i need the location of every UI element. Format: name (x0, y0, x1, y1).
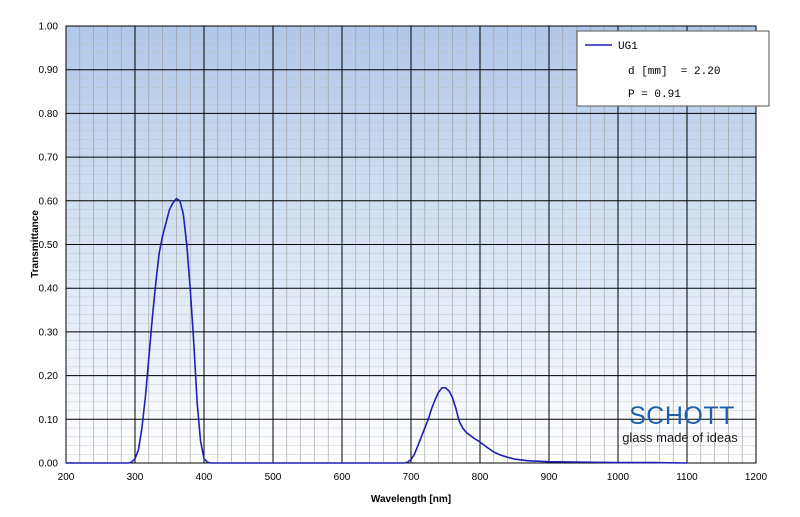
y-tick-label: 0.30 (39, 327, 59, 338)
logo-wordmark: SCHOTT (629, 402, 735, 430)
legend-thickness: d [mm] = 2.20 (628, 66, 720, 78)
y-tick-label: 0.50 (39, 240, 59, 251)
series-line-ug1 (66, 197, 688, 464)
x-tick-label: 700 (403, 472, 420, 483)
legend-series-name: UG1 (618, 41, 638, 53)
y-tick-label: 0.40 (39, 284, 59, 295)
x-tick-label: 900 (541, 472, 558, 483)
y-axis-ticks: 0.00 0.10 0.20 0.30 0.40 0.50 0.60 0.70 0.80 0.90… (39, 22, 59, 470)
y-tick-label: 0.10 (39, 415, 59, 426)
x-tick-label: 200 (58, 472, 75, 483)
y-tick-label: 0.80 (39, 109, 59, 120)
y-tick-label: 0.00 (39, 459, 59, 470)
x-tick-label: 600 (334, 472, 351, 483)
y-tick-label: 0.20 (39, 371, 59, 382)
x-tick-label: 500 (265, 472, 282, 483)
y-tick-label: 1.00 (39, 22, 59, 33)
x-tick-label: 400 (196, 472, 213, 483)
x-tick-label: 1100 (676, 472, 698, 483)
legend: UG1 d [mm] = 2.20 P = 0.91 (576, 30, 770, 107)
x-tick-label: 1200 (745, 472, 768, 483)
x-tick-label: 1000 (607, 472, 630, 483)
legend-p-value: P = 0.91 (628, 89, 681, 101)
x-tick-label: 800 (472, 472, 489, 483)
logo-tagline: glass made of ideas (622, 430, 738, 445)
schott-logo: SCHOTT glass made of ideas (622, 402, 738, 445)
x-tick-label: 300 (127, 472, 144, 483)
y-axis-title: Transmittance (30, 210, 41, 278)
x-axis-ticks: 200 300 400 500 600 700 800 900 1000 1100 1200 (58, 472, 768, 483)
y-tick-label: 0.60 (39, 196, 59, 207)
x-axis-title: Wavelength [nm] (371, 494, 451, 505)
y-tick-label: 0.90 (39, 65, 59, 76)
legend-box (576, 30, 770, 107)
plot-border (65, 25, 757, 464)
y-tick-label: 0.70 (39, 153, 59, 164)
